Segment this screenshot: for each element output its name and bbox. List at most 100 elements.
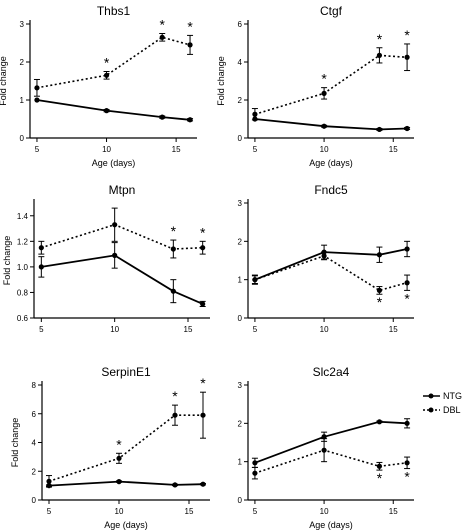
data-point-dbl xyxy=(321,90,327,96)
series-line-dbl xyxy=(41,223,203,250)
data-point-ntg xyxy=(116,479,122,485)
series-dbl xyxy=(38,207,206,259)
y-axis-label: Fold change xyxy=(2,236,12,286)
x-tick-label: 5 xyxy=(35,145,40,154)
y-tick-label: 1.2 xyxy=(17,237,29,246)
chart-title: Slc2a4 xyxy=(313,365,350,379)
legend-marker-dbl xyxy=(428,407,434,413)
y-axis-label: Fold change xyxy=(10,418,20,468)
x-tick-label: 15 xyxy=(185,507,194,516)
series-line-dbl xyxy=(48,414,203,483)
series-ntg xyxy=(252,116,411,133)
y-tick-label: 6 xyxy=(238,20,243,29)
y-axis-label: Fold change xyxy=(0,56,8,106)
series-line-ntg xyxy=(41,254,204,305)
y-tick-label: 0 xyxy=(238,496,243,505)
data-point-dbl xyxy=(103,72,110,78)
data-point-ntg xyxy=(170,288,176,294)
x-tick-label: 15 xyxy=(172,145,181,154)
y-axis-label: Fold change xyxy=(216,56,226,106)
data-point-dbl xyxy=(46,478,52,484)
y-tick-label: 2 xyxy=(238,96,243,105)
x-tick-label: 5 xyxy=(253,145,258,154)
series-dbl xyxy=(46,391,206,488)
series-dbl xyxy=(251,438,411,480)
y-tick-label: 3 xyxy=(20,20,25,29)
significance-asterisk: * xyxy=(187,18,193,34)
data-point-dbl xyxy=(172,412,178,418)
significance-asterisk: * xyxy=(200,375,206,391)
data-point-ntg xyxy=(103,108,110,114)
series-ntg xyxy=(46,479,206,489)
series-dbl xyxy=(251,43,411,121)
y-tick-label: 0 xyxy=(32,496,37,505)
data-point-ntg xyxy=(376,126,383,133)
series-line-ntg xyxy=(48,480,204,487)
x-tick-label: 10 xyxy=(320,507,329,516)
chart-title: Ctgf xyxy=(320,4,343,18)
x-tick-label: 5 xyxy=(253,325,258,334)
data-point-dbl xyxy=(252,470,258,476)
chart-panel-serpine1: SerpinE1 0 2 4 6 8 5 10 15 Age (days) Fold change *… xyxy=(10,365,210,530)
y-tick-label: 6 xyxy=(32,410,37,419)
x-tick-label: 5 xyxy=(39,325,44,334)
series-line-ntg xyxy=(254,420,408,464)
series-line-ntg xyxy=(36,99,191,121)
data-point-dbl xyxy=(376,52,383,58)
chart-title: SerpinE1 xyxy=(101,365,151,379)
chart-panel-fndc5: Fndc5 0 1 2 3 5 10 15 * * xyxy=(238,183,414,334)
y-tick-label: 1 xyxy=(238,276,243,285)
series-ntg xyxy=(34,97,194,123)
y-tick-label: 3 xyxy=(238,381,243,390)
data-point-dbl xyxy=(159,34,165,40)
chart-title: Mtpn xyxy=(109,183,136,197)
significance-asterisk: * xyxy=(172,388,178,404)
data-point-dbl xyxy=(321,447,327,453)
x-axis-label: Age (days) xyxy=(92,158,136,168)
data-point-ntg xyxy=(159,114,165,120)
y-tick-label: 2 xyxy=(32,467,37,476)
legend-label: DBL xyxy=(443,405,461,415)
data-point-ntg xyxy=(321,434,327,440)
data-point-dbl xyxy=(404,280,410,286)
y-tick-label: 0 xyxy=(238,134,243,143)
series-ntg xyxy=(38,242,206,307)
data-point-ntg xyxy=(252,460,258,466)
x-axis-label: Age (days) xyxy=(309,520,353,530)
significance-asterisk: * xyxy=(377,470,383,486)
data-point-dbl xyxy=(112,222,118,228)
y-tick-label: 4 xyxy=(32,439,37,448)
x-axis-label: Age (days) xyxy=(104,520,148,530)
y-tick-label: 1 xyxy=(20,96,25,105)
x-tick-label: 10 xyxy=(320,325,329,334)
data-point-dbl xyxy=(187,42,193,48)
y-tick-label: 0 xyxy=(238,314,243,323)
series-line-ntg xyxy=(254,118,408,131)
significance-asterisk: * xyxy=(404,290,410,306)
x-tick-label: 15 xyxy=(389,325,398,334)
y-tick-label: 4 xyxy=(238,58,243,67)
x-tick-label: 15 xyxy=(389,507,398,516)
y-tick-label: 2 xyxy=(20,58,25,67)
chart-title: Fndc5 xyxy=(314,183,348,197)
legend-item-dbl: DBL xyxy=(423,405,461,415)
series-ntg xyxy=(251,240,411,285)
x-tick-label: 10 xyxy=(102,145,111,154)
legend: NTG DBL xyxy=(423,391,462,415)
series-line-dbl xyxy=(254,54,408,116)
x-tick-label: 10 xyxy=(115,507,124,516)
data-point-dbl xyxy=(34,85,40,91)
data-point-ntg xyxy=(321,123,327,129)
data-point-dbl xyxy=(200,412,206,418)
series-line-ntg xyxy=(254,248,408,281)
series-line-dbl xyxy=(254,449,408,474)
data-point-dbl xyxy=(200,245,206,251)
data-point-dbl xyxy=(116,455,122,461)
chart-panel-thbs1: Thbs1 0 1 2 3 5 10 15 Age (days) Fold change * * * xyxy=(0,4,197,168)
significance-asterisk: * xyxy=(171,223,177,239)
chart-panel-mtpn: Mtpn 0.6 0.8 1.0 1.2 1.4 5 10 15 Fold change * * xyxy=(2,183,210,334)
data-point-ntg xyxy=(112,252,118,258)
data-point-dbl xyxy=(252,277,258,283)
y-tick-label: 1.0 xyxy=(17,263,29,272)
